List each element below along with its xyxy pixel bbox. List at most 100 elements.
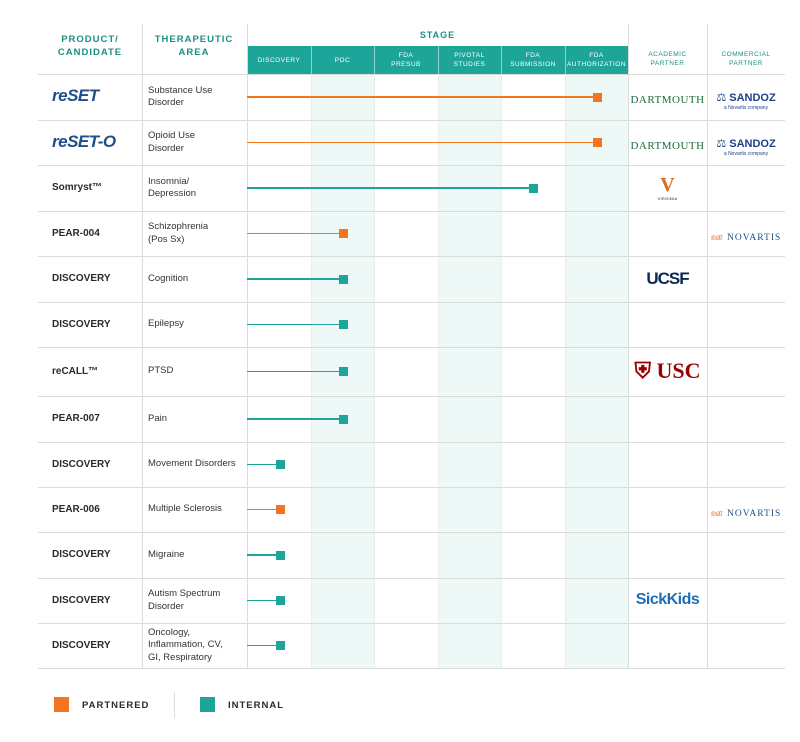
product-name: DISCOVERY [52, 273, 111, 284]
progress-marker [275, 460, 285, 469]
grid-vline [501, 46, 502, 74]
progress-marker [592, 138, 602, 147]
progress-line [247, 599, 280, 602]
row-divider [38, 532, 785, 533]
product-logo: reSET [52, 86, 99, 105]
grid-vline [374, 46, 375, 74]
progress-marker [338, 229, 348, 238]
row-divider [38, 623, 785, 624]
ucsf-logo: UCSF [646, 269, 689, 288]
progress-line [247, 323, 343, 326]
header-stage: STAGE [419, 30, 456, 40]
therapeutic-area: Oncology, Inflammation, CV, GI, Respirat… [148, 626, 223, 663]
pipeline-row: PEAR-006 Multiple Sclerosis [38, 487, 785, 532]
grid-vline [565, 74, 566, 668]
row-divider [38, 396, 785, 397]
product-name: DISCOVERY [52, 318, 111, 330]
row-divider [38, 120, 785, 121]
therapeutic-area: Substance Use Disorder [148, 84, 213, 109]
stage-header-1: POC [334, 56, 351, 64]
pipeline-row: DISCOVERY Migraine [38, 532, 785, 578]
row-divider [38, 256, 785, 257]
therapeutic-area: Multiple Sclerosis [148, 503, 222, 515]
header-academic-partner: ACADEMIC PARTNER [648, 51, 687, 67]
progress-marker [338, 367, 348, 376]
product-logo: reSET-O [52, 131, 116, 151]
product-name: DISCOVERY [52, 594, 111, 606]
progress-line [247, 278, 343, 280]
usc-logo: ⛨ USC [634, 357, 701, 383]
progress-marker [338, 320, 348, 329]
virginia-logo: V VIRGINIA [657, 174, 678, 201]
progress-line [247, 508, 280, 511]
progress-line [247, 418, 343, 420]
stage-header-5: FDA AUTHORIZATION [566, 52, 627, 68]
stage-bar [247, 46, 628, 74]
grid-vline [438, 74, 439, 668]
legend-divider [174, 692, 175, 718]
pipeline-row: reSET Substance Use Disorder [38, 74, 785, 120]
product-name: reCALL™ [52, 365, 99, 377]
legend-internal-swatch [200, 697, 215, 712]
legend-partnered-label: PARTNERED [82, 700, 150, 711]
legend-partnered-swatch [54, 697, 69, 712]
pipeline-row: DISCOVERY Movement Disorders [38, 442, 785, 487]
row-divider [38, 578, 785, 579]
therapeutic-area: Insomnia/ Depression [148, 175, 197, 200]
therapeutic-area: Migraine [148, 548, 185, 560]
product-name: DISCOVERY [52, 549, 111, 560]
pivotal-column-shade [438, 74, 501, 668]
progress-line [247, 96, 597, 98]
therapeutic-area: Movement Disorders [148, 458, 236, 470]
therapeutic-area: Opioid Use Disorder [148, 130, 195, 154]
progress-marker [275, 596, 285, 605]
row-divider [38, 302, 785, 303]
progress-line [247, 463, 280, 466]
progress-marker [275, 641, 285, 650]
row-divider [38, 442, 785, 443]
grid-vline [438, 46, 439, 74]
product-name: Somryst™ [52, 182, 103, 193]
stage-header-2: FDA PRESUB [391, 52, 421, 68]
therapeutic-area: Autism Spectrum Disorder [148, 588, 221, 612]
therapeutic-area: Cognition [148, 272, 189, 284]
therapeutic-area: Pain [148, 412, 168, 424]
pipeline-row: PEAR-004 Schizophrenia (Pos Sx) [38, 211, 785, 256]
pipeline-row: DISCOVERY Cognition [38, 256, 785, 302]
pipeline-row: DISCOVERY Oncology, Inflammation, CV, GI,… [38, 623, 785, 668]
progress-marker [528, 183, 538, 193]
dartmouth-logo: DARTMOUTH [630, 94, 705, 106]
pipeline-row: Somryst™ Insomnia/ Depression [38, 165, 785, 211]
grid-vline [707, 24, 708, 668]
row-divider [38, 211, 785, 212]
pipeline-row: DISCOVERY Autism Spectrum Disorder [38, 578, 785, 623]
grid-vline [247, 24, 248, 668]
product-name: PEAR-007 [52, 413, 100, 424]
row-divider [38, 165, 785, 166]
novartis-logo: ஊ NOVARTIS [710, 508, 782, 519]
therapeutic-area: Epilepsy [148, 318, 184, 330]
pipeline-row: DISCOVERY Epilepsy [38, 302, 785, 347]
stage-header-0: DISCOVERY [257, 56, 301, 64]
grid-vline [628, 24, 629, 668]
grid-vline [374, 74, 375, 668]
pipeline-row: PEAR-007 Pain [38, 396, 785, 442]
sandoz-logo: ⚖ SANDOZ a Novartis company [716, 137, 776, 157]
stage-header-3: PIVOTAL STUDIES [453, 52, 486, 68]
therapeutic-area: PTSD [148, 365, 174, 377]
progress-marker [275, 550, 285, 560]
legend-internal-label: INTERNAL [228, 700, 285, 711]
product-name: DISCOVERY [52, 639, 111, 651]
product-name: PEAR-006 [52, 503, 100, 515]
product-name: PEAR-004 [52, 227, 100, 239]
stage-header-4: FDA SUBMISSION [510, 52, 556, 68]
row-divider [38, 347, 785, 348]
sickkids-logo: SickKids [635, 590, 700, 608]
grid-vline [142, 24, 143, 668]
progress-line [247, 187, 533, 189]
progress-line [247, 141, 597, 144]
row-divider [38, 74, 785, 75]
pipeline-row: reSET-O Opioid Use Disorder [38, 120, 785, 165]
progress-line [247, 232, 343, 235]
dartmouth-logo: DARTMOUTH [630, 139, 705, 152]
